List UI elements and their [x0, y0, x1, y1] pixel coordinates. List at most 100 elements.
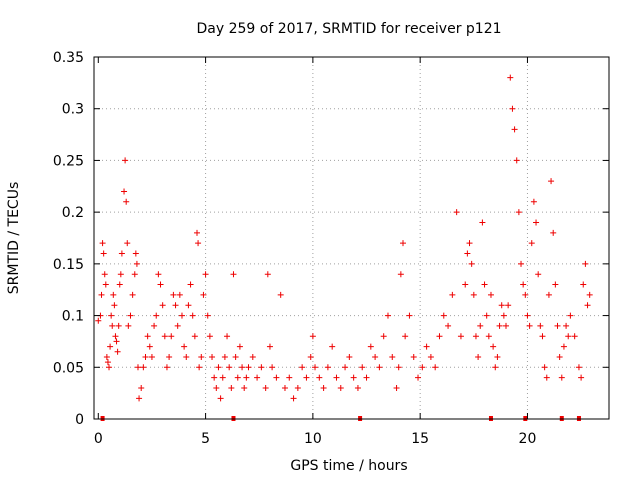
data-point — [138, 384, 145, 391]
x-tick-label: 10 — [304, 431, 322, 447]
data-point — [254, 374, 261, 381]
data-point — [464, 250, 471, 257]
data-point — [498, 302, 505, 309]
data-point — [449, 291, 456, 298]
data-point — [95, 317, 102, 324]
data-point — [122, 157, 129, 164]
data-point — [281, 384, 288, 391]
data-point — [113, 338, 120, 345]
y-tick-label: 0.2 — [62, 205, 84, 221]
data-point — [312, 364, 319, 371]
data-point — [108, 312, 115, 319]
data-point — [109, 322, 116, 329]
data-point — [134, 364, 141, 371]
data-point — [262, 384, 269, 391]
data-point — [372, 353, 379, 360]
data-point — [582, 260, 589, 267]
data-point — [496, 322, 503, 329]
data-point — [204, 312, 211, 319]
data-point — [110, 291, 117, 298]
data-point — [243, 374, 250, 381]
data-point — [563, 322, 570, 329]
data-point — [202, 271, 209, 278]
data-point — [213, 384, 220, 391]
data-point — [363, 374, 370, 381]
data-point — [221, 353, 228, 360]
data-point — [389, 353, 396, 360]
data-point — [99, 240, 106, 247]
data-point — [151, 322, 158, 329]
data-point — [290, 395, 297, 402]
data-point — [483, 312, 490, 319]
y-tick-label: 0 — [75, 412, 84, 428]
data-point — [462, 281, 469, 288]
data-point — [266, 343, 273, 350]
data-point — [219, 374, 226, 381]
data-point — [286, 374, 293, 381]
data-point — [230, 271, 237, 278]
data-point — [545, 291, 552, 298]
data-point — [402, 333, 409, 340]
data-point — [552, 281, 559, 288]
data-point — [118, 250, 125, 257]
y-tick-label: 0.35 — [53, 50, 84, 66]
data-point — [558, 374, 565, 381]
data-point — [400, 240, 406, 247]
data-point — [209, 353, 216, 360]
data-point — [144, 333, 151, 340]
data-point — [578, 374, 585, 381]
data-point — [487, 291, 494, 298]
data-point — [195, 240, 202, 247]
data-point — [524, 312, 531, 319]
data-point — [423, 343, 430, 350]
plot-frame — [93, 56, 610, 420]
data-point — [241, 384, 248, 391]
data-point — [440, 312, 447, 319]
data-point — [161, 333, 168, 340]
data-point — [565, 333, 572, 340]
x-axis-label: GPS time / hours — [290, 458, 407, 474]
data-point — [466, 240, 473, 247]
data-point — [477, 322, 484, 329]
data-point — [453, 209, 460, 216]
data-point — [380, 333, 387, 340]
data-point — [550, 229, 557, 236]
data-point — [492, 364, 499, 371]
data-point — [117, 271, 124, 278]
data-point — [127, 312, 134, 319]
data-point — [200, 291, 207, 298]
data-point — [342, 364, 349, 371]
data-point — [507, 74, 514, 81]
data-point — [114, 348, 121, 355]
data-point — [258, 364, 265, 371]
data-point — [457, 333, 464, 340]
data-point — [470, 291, 477, 298]
data-point — [294, 384, 301, 391]
data-point — [187, 281, 194, 288]
x-tick-label: 0 — [94, 431, 103, 447]
data-point — [121, 188, 128, 195]
data-point — [509, 105, 516, 112]
data-point — [316, 374, 323, 381]
data-point — [472, 333, 479, 340]
data-point — [245, 364, 252, 371]
data-point — [125, 322, 132, 329]
data-point — [503, 322, 509, 329]
data-point — [194, 229, 200, 236]
x-tick-label: 5 — [201, 431, 210, 447]
data-point — [567, 312, 574, 319]
data-point — [337, 384, 344, 391]
data-point — [543, 374, 550, 381]
data-point — [224, 333, 231, 340]
data-point — [153, 312, 160, 319]
data-point — [189, 312, 196, 319]
data-point — [535, 271, 542, 278]
data-point — [520, 281, 527, 288]
data-point — [217, 395, 224, 402]
data-point — [232, 353, 239, 360]
data-point — [101, 271, 108, 278]
data-point — [490, 343, 497, 350]
data-point — [123, 198, 130, 205]
data-point — [427, 353, 434, 360]
data-point — [350, 374, 357, 381]
